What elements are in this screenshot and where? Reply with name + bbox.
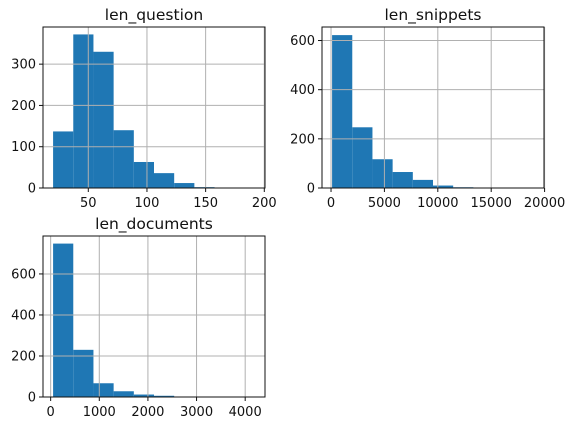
histogram-panel-len-documents: 0 1000 2000 3000 4000 0 200 400 600 len_documents — [11, 215, 265, 420]
histogram-bar — [174, 183, 194, 188]
histogram-bar — [73, 34, 93, 188]
histogram-bar — [114, 391, 134, 397]
x-tick-label: 10000 — [417, 196, 458, 211]
histogram-bar — [352, 127, 372, 188]
histogram-bar — [134, 162, 154, 188]
x-tick-label: 5000 — [368, 196, 401, 211]
histogram-bar — [53, 244, 73, 397]
histogram-bar — [372, 159, 392, 188]
chart-title: len_snippets — [385, 6, 482, 25]
histogram-bar — [93, 52, 113, 188]
x-tick-label: 20000 — [524, 196, 565, 211]
x-tick-label: 150 — [193, 196, 218, 211]
y-tick-label: 0 — [307, 182, 315, 197]
x-tick-label: 0 — [327, 196, 335, 211]
y-tick-label: 600 — [11, 267, 36, 282]
histogram-bar — [413, 180, 433, 188]
y-tick-label: 0 — [28, 391, 36, 406]
histogram-bar — [93, 383, 113, 397]
x-tick-label: 2000 — [131, 405, 164, 420]
x-tick-label: 200 — [252, 196, 277, 211]
histogram-bar — [73, 350, 93, 397]
y-tick-label: 0 — [28, 182, 36, 197]
chart-title: len_documents — [95, 215, 213, 234]
y-tick-label: 200 — [11, 349, 36, 364]
histogram-panel-len-snippets: 0 5000 10000 15000 20000 0 200 400 600 len_snippe… — [290, 6, 565, 211]
y-tick-label: 400 — [290, 83, 315, 98]
histogram-bar — [114, 130, 134, 188]
x-tick-label: 3000 — [180, 405, 213, 420]
chart-title: len_question — [105, 6, 203, 25]
y-tick-label: 200 — [11, 99, 36, 114]
histogram-bar — [332, 35, 352, 188]
x-tick-label: 0 — [47, 405, 55, 420]
histogram-panel-len-question: 50 100 150 200 0 100 200 300 len_question — [11, 6, 277, 211]
y-tick-label: 200 — [290, 132, 315, 147]
x-tick-label: 4000 — [229, 405, 262, 420]
x-tick-label: 50 — [80, 196, 97, 211]
y-tick-label: 400 — [11, 308, 36, 323]
y-tick-label: 300 — [11, 58, 36, 73]
histogram-bar — [53, 131, 73, 188]
x-tick-label: 1000 — [83, 405, 116, 420]
histogram-bar — [393, 172, 413, 188]
x-tick-label: 15000 — [471, 196, 512, 211]
y-tick-label: 100 — [11, 140, 36, 155]
y-tick-label: 600 — [290, 34, 315, 49]
histogram-bar — [154, 173, 174, 188]
x-tick-label: 100 — [135, 196, 160, 211]
